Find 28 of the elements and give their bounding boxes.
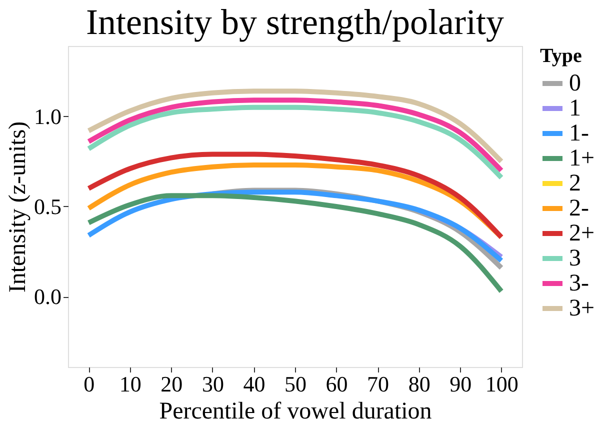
x-axis-title: Percentile of vowel duration — [159, 398, 432, 424]
x-tick-label: 0 — [84, 372, 95, 396]
legend-label: 2 — [569, 170, 581, 196]
x-tick-label: 70 — [367, 372, 390, 396]
legend-label: 3- — [569, 270, 589, 296]
x-tick-label: 90 — [450, 372, 472, 396]
legend-label: 3+ — [569, 296, 595, 322]
x-tick-label: 50 — [284, 372, 306, 396]
y-tick-label: 1.0 — [34, 104, 62, 129]
legend-label: 2- — [569, 196, 589, 222]
chart-title: Intensity by strength/polarity — [86, 2, 504, 42]
y-axis-title: Intensity (z-units) — [5, 121, 31, 293]
legend-label: 1- — [569, 120, 589, 146]
y-tick-label: 0.0 — [34, 284, 62, 310]
y-tick-label: 0.5 — [34, 194, 62, 219]
legend-label: 1+ — [569, 146, 595, 172]
x-tick-label: 60 — [326, 372, 348, 396]
x-tick-label: 30 — [202, 372, 224, 396]
legend-label: 1 — [569, 96, 581, 122]
legend-label: 0 — [569, 70, 581, 96]
legend-label: 2+ — [569, 220, 595, 246]
x-tick-label: 10 — [119, 372, 142, 396]
legend-title: Type — [540, 45, 582, 67]
legend-label: 3 — [569, 246, 581, 272]
x-tick-label: 40 — [243, 372, 266, 396]
x-tick-label: 20 — [160, 372, 183, 396]
x-tick-label: 80 — [408, 372, 430, 396]
x-tick-label: 100 — [485, 372, 518, 396]
